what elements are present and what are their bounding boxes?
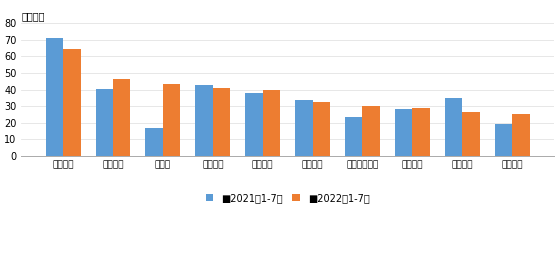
Bar (295, 100, 312, 156)
Bar (195, 84, 213, 156)
Bar (113, 79, 131, 156)
Legend: ■2021年1-7月, ■2022年1-7月: ■2021年1-7月, ■2022年1-7月 (201, 189, 374, 207)
Bar (312, 102, 330, 156)
Bar (495, 124, 512, 156)
Bar (263, 90, 280, 156)
Bar (363, 106, 380, 156)
Bar (462, 112, 480, 156)
Bar (213, 88, 230, 156)
Bar (95, 89, 113, 156)
Bar (345, 117, 363, 156)
Bar (445, 98, 462, 156)
Bar (395, 109, 412, 156)
Bar (163, 84, 180, 156)
Bar (63, 49, 80, 156)
Text: （万辆）: （万辆） (21, 11, 45, 21)
Bar (412, 108, 430, 156)
Bar (146, 128, 163, 156)
Bar (512, 114, 530, 156)
Bar (46, 38, 63, 156)
Bar (245, 93, 263, 156)
